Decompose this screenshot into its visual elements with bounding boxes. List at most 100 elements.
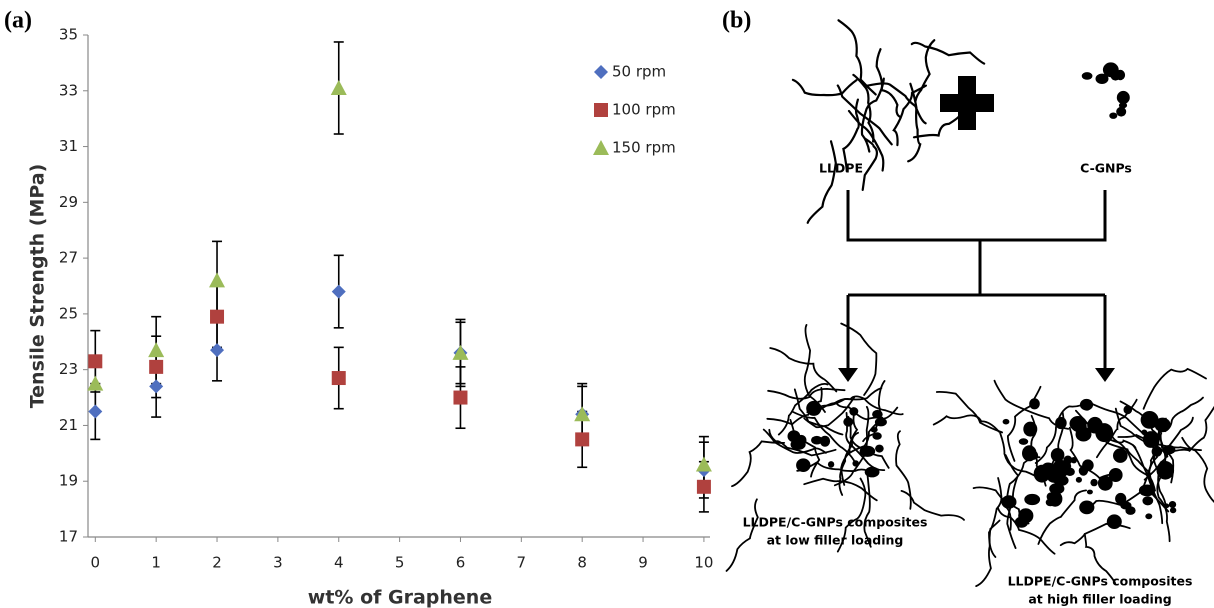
polymer-chain — [1164, 396, 1204, 433]
graphene-particle — [1086, 489, 1093, 495]
graphene-particle — [1151, 446, 1163, 457]
graphene-particle — [1018, 438, 1029, 445]
point — [330, 79, 347, 95]
graphene-particle — [1140, 411, 1159, 429]
polymer-chain — [762, 428, 827, 454]
point — [453, 390, 468, 405]
polymer-chain — [777, 382, 829, 436]
x-tick-label: 5 — [395, 554, 405, 572]
graphene-particle — [1142, 496, 1154, 506]
polymer-chain — [932, 414, 1000, 433]
graphene-particle — [852, 460, 859, 467]
graphene-particle — [796, 458, 811, 473]
graphene-particle — [1162, 445, 1176, 455]
x-tick-label: 8 — [577, 554, 587, 572]
graphene-particle — [1046, 492, 1057, 502]
graphene-particle — [1071, 420, 1087, 433]
point — [149, 379, 164, 394]
composite-label: LLDPE/C-GNPs composites — [743, 515, 928, 530]
graphene-particle — [1070, 457, 1077, 464]
graphene-particle — [1018, 508, 1034, 524]
graphene-particle — [1138, 484, 1156, 497]
polymer-chain — [1034, 400, 1092, 464]
graphene-particle — [1090, 478, 1098, 487]
x-tick-label: 3 — [273, 554, 283, 572]
polymer-chain — [852, 73, 875, 143]
x-tick-label: 2 — [212, 554, 222, 572]
y-tick-label: 23 — [59, 360, 78, 378]
arrowheads — [838, 368, 1115, 382]
x-tick-label: 10 — [694, 554, 713, 572]
diagram-illustrations — [725, 19, 1214, 587]
polymer-chain — [725, 498, 759, 572]
graphene-particle — [1142, 431, 1159, 448]
graphene-particle — [864, 466, 880, 478]
graphene-particle — [827, 461, 835, 468]
graphene-particle — [1116, 106, 1127, 117]
polymer-chain — [1173, 405, 1214, 452]
graphene-particle — [1168, 501, 1177, 508]
polymer-chain — [1131, 443, 1164, 525]
point — [696, 479, 711, 494]
composite-label: at high filler loading — [1028, 592, 1171, 607]
x-tick-label: 6 — [456, 554, 466, 572]
polymer-chain — [861, 137, 879, 191]
graphene-particle — [875, 444, 884, 453]
y-tick-label: 21 — [59, 416, 78, 434]
graphene-particle — [1095, 73, 1109, 85]
polymer-chain — [842, 98, 860, 173]
x-tick-label: 7 — [517, 554, 527, 572]
polymer-chain — [766, 387, 823, 426]
polymer-chain — [769, 347, 838, 393]
diagram-connectors — [846, 190, 1107, 372]
graphene-particle — [1169, 507, 1177, 514]
graphene-particle — [1064, 467, 1075, 476]
polymer-chain — [847, 109, 885, 172]
polymer-chain — [803, 477, 878, 502]
graphene-particle — [819, 435, 831, 447]
legend-label: 150 rpm — [612, 139, 676, 157]
y-tick-label: 25 — [59, 304, 78, 322]
graphene-particle — [811, 435, 823, 445]
graphene-particle — [1050, 448, 1065, 462]
graphene-particle — [872, 432, 882, 440]
graphene-particle — [1001, 495, 1017, 509]
graphene-particle — [1081, 72, 1093, 80]
polymer-chain — [993, 379, 1070, 430]
x-tick-label: 4 — [334, 554, 344, 572]
polymer-chain — [863, 474, 872, 548]
graphene-particle — [1156, 461, 1175, 480]
y-tick-label: 17 — [59, 528, 78, 546]
polymer-chain — [907, 82, 922, 163]
panel-label: (a) — [4, 8, 32, 34]
connector — [846, 190, 1107, 372]
polymer-chain — [999, 431, 1040, 480]
input-label: C-GNPs — [1080, 161, 1132, 176]
polymer-chain — [935, 391, 1003, 434]
graphene-particle — [1082, 402, 1092, 411]
graphene-particle — [1154, 417, 1171, 433]
graphene-particle — [870, 427, 878, 433]
graphene-particle — [874, 417, 887, 427]
graphene-particle — [1024, 493, 1041, 506]
graphene-particle — [796, 434, 807, 446]
graphene-particle — [1145, 513, 1153, 520]
y-tick-label: 33 — [59, 81, 78, 99]
composite-label: LLDPE/C-GNPs composites — [1008, 574, 1193, 589]
graphene-particle — [1118, 102, 1128, 109]
polymer-chain — [767, 387, 846, 400]
point — [210, 309, 225, 324]
graphene-particle — [843, 417, 854, 427]
graphene-particle — [1078, 465, 1089, 476]
legend-marker — [594, 103, 608, 117]
graphene-particle — [1116, 90, 1130, 105]
y-tick-label: 27 — [59, 249, 78, 267]
point — [209, 272, 226, 288]
polymer-chain — [837, 19, 877, 96]
polymer-chain — [910, 41, 986, 65]
legend-label: 50 rpm — [612, 63, 666, 81]
point — [695, 456, 712, 472]
polymer-chain — [1119, 400, 1167, 471]
point — [148, 342, 165, 358]
